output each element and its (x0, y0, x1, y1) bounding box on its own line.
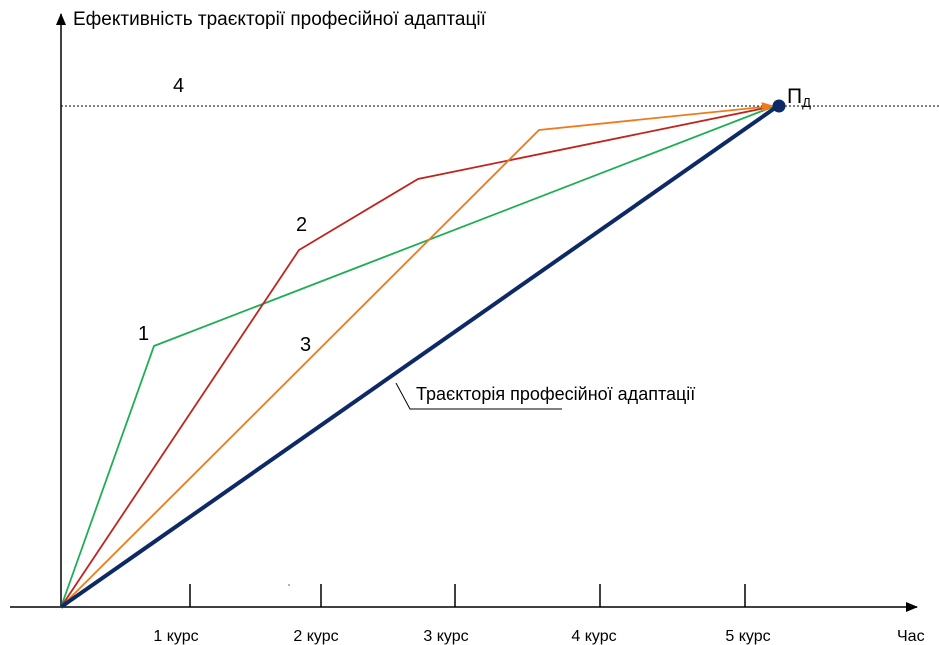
main-trajectory-line (59, 106, 777, 609)
x-tick-label: 3 курс (423, 628, 468, 645)
x-tick-label: 2 курс (293, 628, 338, 645)
trajectory-1-label: 1 (138, 323, 149, 345)
y-axis-title: Ефективність траєкторії професійної адап… (73, 9, 487, 30)
trajectory-1-line (60, 105, 776, 608)
trajectory-3-line (60, 102, 774, 608)
target-point-subscript: Д (802, 95, 811, 110)
x-tick-label: 5 курс (725, 628, 770, 645)
target-point-marker (772, 99, 786, 113)
x-tick-label: 4 курс (571, 628, 616, 645)
stray-dot (288, 584, 290, 586)
trajectory-2-label: 2 (296, 214, 307, 236)
main-trajectory-label: Траєкторія професійної адаптації (416, 384, 695, 404)
x-axis-title: Час (897, 628, 925, 645)
trajectory-3-label: 3 (300, 334, 311, 356)
x-tick-label: 1 курс (153, 628, 198, 645)
trajectory-2-line (60, 105, 776, 608)
level-label: 4 (173, 75, 184, 97)
main-trajectory-callout (395, 382, 562, 410)
target-point-symbol: П (787, 85, 802, 108)
target-point-label: ПД (787, 85, 811, 110)
